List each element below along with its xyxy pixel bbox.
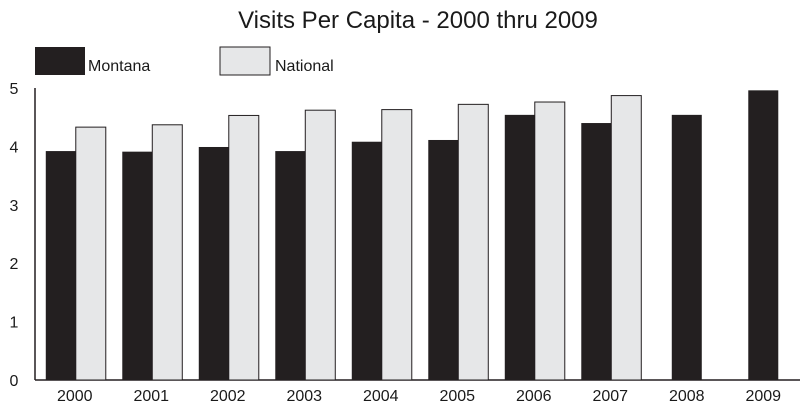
bar-montana-2003 xyxy=(275,151,306,380)
bar-montana-2009 xyxy=(748,90,779,380)
bar-national-2007 xyxy=(610,95,642,381)
x-tick-label: 2004 xyxy=(363,388,399,405)
bar-montana-2000 xyxy=(45,151,76,380)
x-tick-label: 2001 xyxy=(133,388,169,405)
y-tick-label: 2 xyxy=(10,256,19,273)
y-tick-label: 3 xyxy=(10,198,19,215)
bar-national-2003 xyxy=(304,109,336,381)
chart-title: Visits Per Capita - 2000 thru 2009 xyxy=(238,7,598,34)
bar-montana-2004 xyxy=(351,141,382,380)
y-tick-label: 1 xyxy=(10,315,19,332)
bar-national-2001 xyxy=(151,124,183,381)
bar-national-2004 xyxy=(381,109,413,381)
bar-montana-2008 xyxy=(671,114,702,380)
y-axis: 0 1 2 3 4 5 xyxy=(10,81,36,390)
legend-label-national: National xyxy=(275,58,334,75)
legend: Montana National xyxy=(35,46,334,76)
y-tick-label: 5 xyxy=(10,81,19,98)
bar-montana-2001 xyxy=(122,151,153,380)
x-tick-label: 2006 xyxy=(516,388,552,405)
y-tick-label: 0 xyxy=(10,373,19,390)
x-tick-label: 2000 xyxy=(57,388,93,405)
bar-national-2002 xyxy=(228,114,260,381)
bar-montana-2005 xyxy=(428,139,459,380)
bar-montana-2006 xyxy=(504,114,535,380)
x-tick-label: 2005 xyxy=(439,388,475,405)
x-axis: 2000 2001 2002 2003 2004 2005 2006 2007 2008 2009 xyxy=(35,379,800,405)
bar-montana-2002 xyxy=(198,146,229,380)
bar-national-2005 xyxy=(457,103,489,381)
legend-label-montana: Montana xyxy=(88,58,150,75)
bar-national-2006 xyxy=(534,101,566,381)
bar-montana-2007 xyxy=(581,123,612,380)
x-tick-label: 2003 xyxy=(286,388,322,405)
bar-national-2000 xyxy=(75,126,107,381)
bars xyxy=(45,90,779,381)
y-tick-label: 4 xyxy=(10,139,19,156)
x-tick-label: 2009 xyxy=(745,388,781,405)
x-tick-label: 2002 xyxy=(210,388,246,405)
x-tick-label: 2008 xyxy=(669,388,705,405)
legend-swatch-national xyxy=(219,46,271,76)
x-tick-label: 2007 xyxy=(592,388,628,405)
legend-swatch-montana xyxy=(35,47,85,75)
